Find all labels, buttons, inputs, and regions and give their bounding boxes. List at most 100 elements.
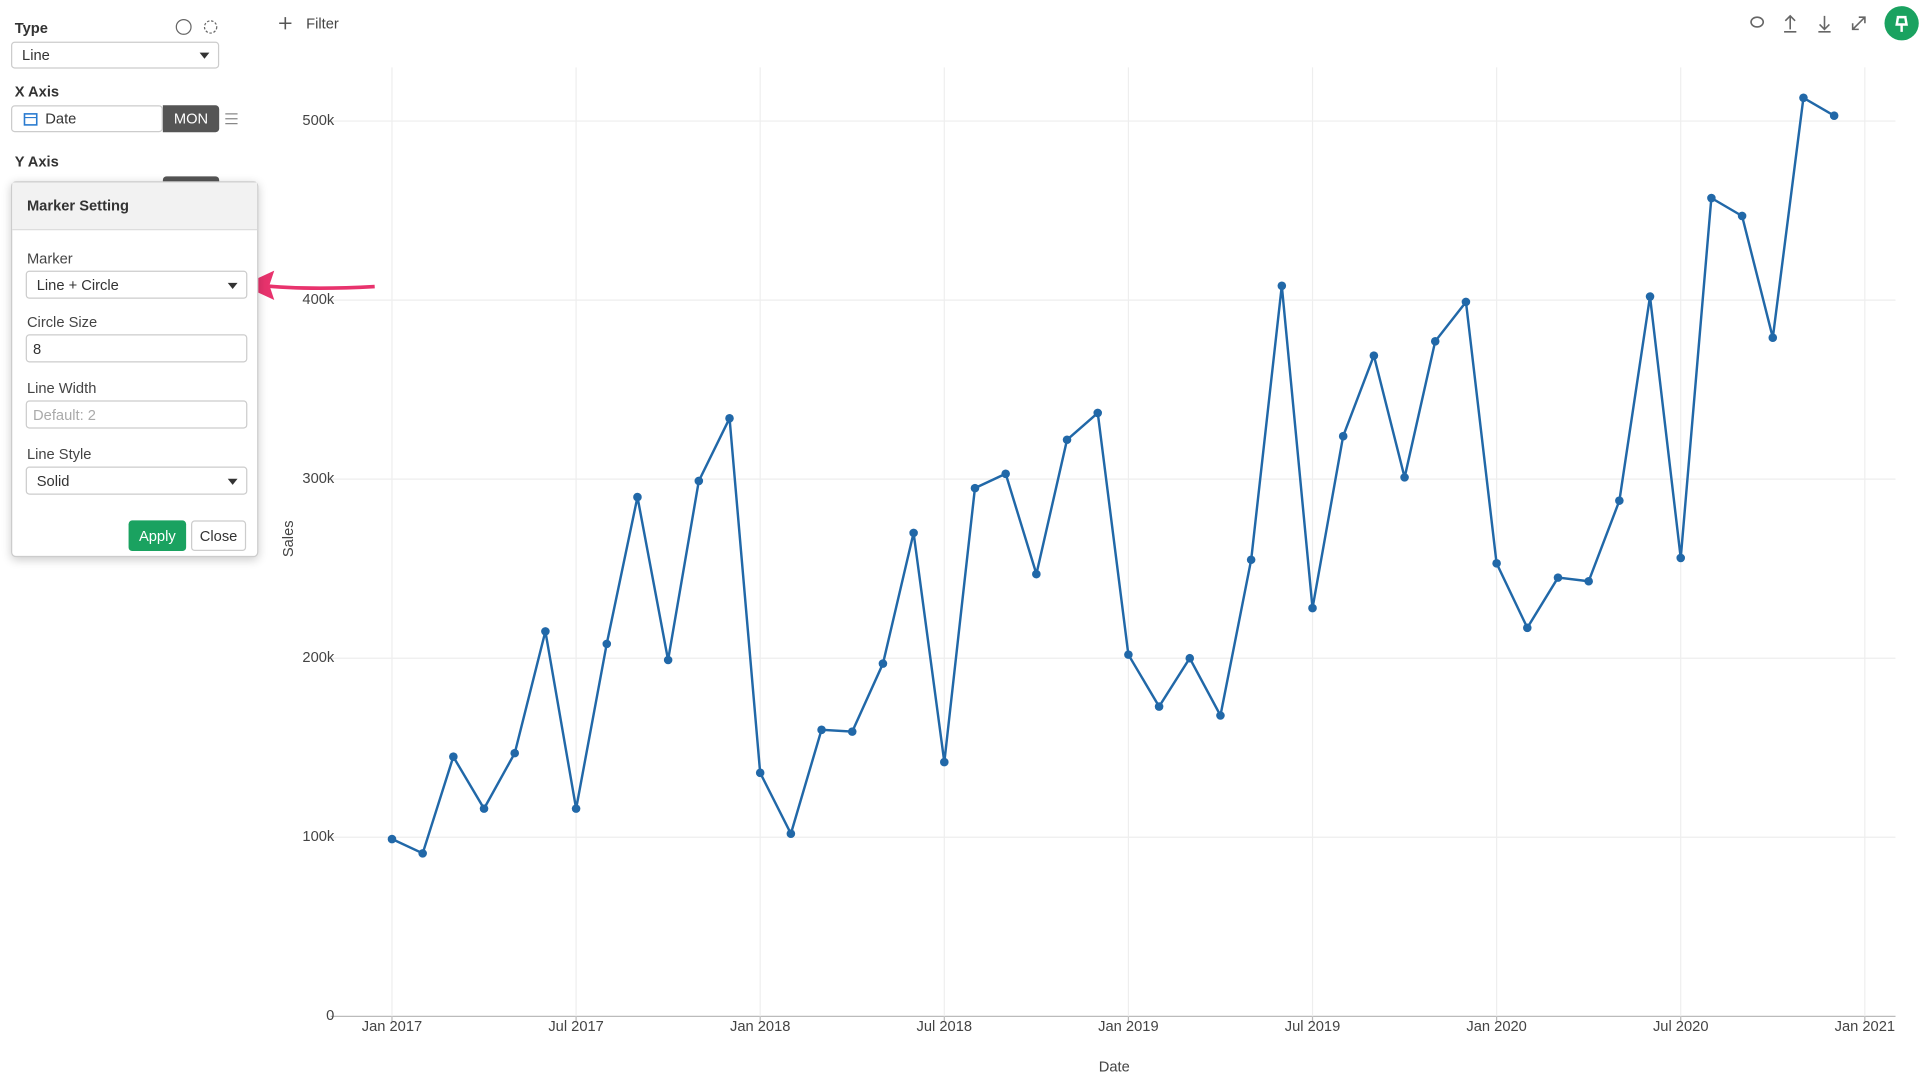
data-point [1062, 435, 1072, 445]
x-axis-field-value: Date [45, 110, 77, 128]
data-point [663, 655, 673, 665]
x-tick-label: Jan 2017 [362, 1019, 422, 1035]
data-point [449, 752, 458, 761]
y-tick-label: 100k [302, 829, 335, 845]
download-icon[interactable] [1818, 15, 1831, 33]
annotation-arrow [259, 283, 375, 291]
data-point [541, 627, 550, 636]
data-point [633, 492, 642, 502]
data-point [1400, 473, 1409, 482]
x-tick-label: Jan 2018 [730, 1019, 790, 1035]
data-point [1032, 569, 1041, 579]
x-tick-label: Jan 2021 [1835, 1019, 1895, 1035]
data-point [1246, 555, 1256, 565]
y-tick-label: 500k [302, 113, 335, 129]
data-point [1492, 559, 1501, 568]
data-point [1124, 650, 1133, 659]
data-point [878, 659, 888, 668]
data-point [786, 829, 796, 838]
popup-title: Marker Setting [12, 182, 258, 231]
type-value: Line [22, 46, 50, 64]
x-tick-label: Jan 2020 [1466, 1019, 1526, 1035]
y-tick-label: 0 [326, 1008, 334, 1024]
line-width-label: Line Width [26, 379, 97, 397]
annotation-arrowhead [242, 270, 275, 301]
data-point [1338, 431, 1348, 441]
comment-icon[interactable] [1750, 16, 1765, 28]
marker-label: Marker [26, 249, 73, 267]
line-style-select[interactable]: Solid [25, 466, 248, 495]
data-point [1093, 408, 1103, 418]
data-point [1001, 469, 1010, 479]
x-axis-unit[interactable]: MON [162, 105, 220, 133]
data-point [1737, 211, 1747, 221]
data-point [1185, 653, 1195, 663]
close-button[interactable]: Close [191, 520, 247, 552]
menu-icon[interactable] [224, 111, 239, 126]
data-point [479, 804, 489, 813]
sales-line [391, 95, 1835, 856]
upload-icon[interactable] [1784, 14, 1797, 33]
data-point [940, 757, 949, 767]
data-point [1308, 603, 1317, 613]
line-style-label: Line Style [26, 445, 92, 463]
marker-setting-popup: Marker Setting Marker Line + Circle Circ… [11, 181, 259, 558]
data-point [817, 725, 826, 735]
data-point [970, 483, 980, 493]
x-tick-label: Jan 2019 [1098, 1019, 1158, 1035]
data-point [1615, 496, 1624, 505]
filter-plus-icon [279, 17, 292, 30]
data-point [694, 476, 704, 486]
y-tick-label: 300k [302, 471, 335, 487]
data-point [1553, 573, 1563, 582]
data-point [387, 834, 397, 844]
circle-size-value: 8 [33, 339, 42, 357]
type-select[interactable]: Line [11, 41, 220, 69]
data-point [1829, 111, 1839, 120]
data-point [1154, 702, 1164, 711]
data-point [1461, 297, 1471, 307]
apply-button[interactable]: Apply [128, 520, 187, 552]
data-point [1369, 351, 1379, 360]
marker-value: Line + Circle [36, 276, 119, 294]
data-point [1799, 93, 1808, 103]
data-point [1584, 576, 1593, 586]
settings-icon[interactable] [203, 20, 218, 34]
y-tick-label: 400k [302, 292, 335, 308]
data-point [1277, 281, 1287, 291]
data-point [602, 639, 612, 649]
y-tick-label: 200k [302, 650, 335, 666]
data-point [755, 768, 765, 778]
data-point [725, 414, 734, 423]
toolbar-icons [1750, 14, 1866, 33]
calendar-icon [23, 113, 38, 126]
data-point [847, 727, 857, 736]
data-point [1430, 337, 1440, 346]
marker-select[interactable]: Line + Circle [25, 270, 248, 299]
line-style-value: Solid [36, 472, 70, 490]
filter-button[interactable]: Filter [306, 16, 339, 32]
help-icon[interactable] [175, 18, 192, 35]
data-point [510, 748, 520, 758]
circle-size-input[interactable]: 8 [25, 334, 248, 363]
x-tick-label: Jul 2018 [917, 1019, 973, 1035]
data-point [1676, 553, 1686, 563]
x-axis-title: Date [1099, 1060, 1130, 1076]
x-tick-label: Jul 2020 [1653, 1019, 1709, 1035]
data-point [1768, 333, 1778, 343]
line-width-placeholder: Default: 2 [33, 405, 96, 424]
data-point [1707, 193, 1716, 203]
x-tick-label: Jul 2019 [1285, 1019, 1341, 1035]
circle-size-label: Circle Size [26, 313, 98, 331]
pin-icon [1895, 15, 1908, 32]
line-width-input[interactable]: Default: 2 [25, 400, 248, 429]
data-point [418, 849, 427, 858]
data-point [1645, 292, 1655, 301]
data-point [1523, 623, 1532, 633]
expand-icon[interactable] [1851, 16, 1866, 31]
data-point [909, 528, 918, 538]
y-axis-title: Sales [281, 520, 297, 557]
x-axis-label: X Axis [14, 83, 60, 101]
data-point [1216, 711, 1225, 720]
